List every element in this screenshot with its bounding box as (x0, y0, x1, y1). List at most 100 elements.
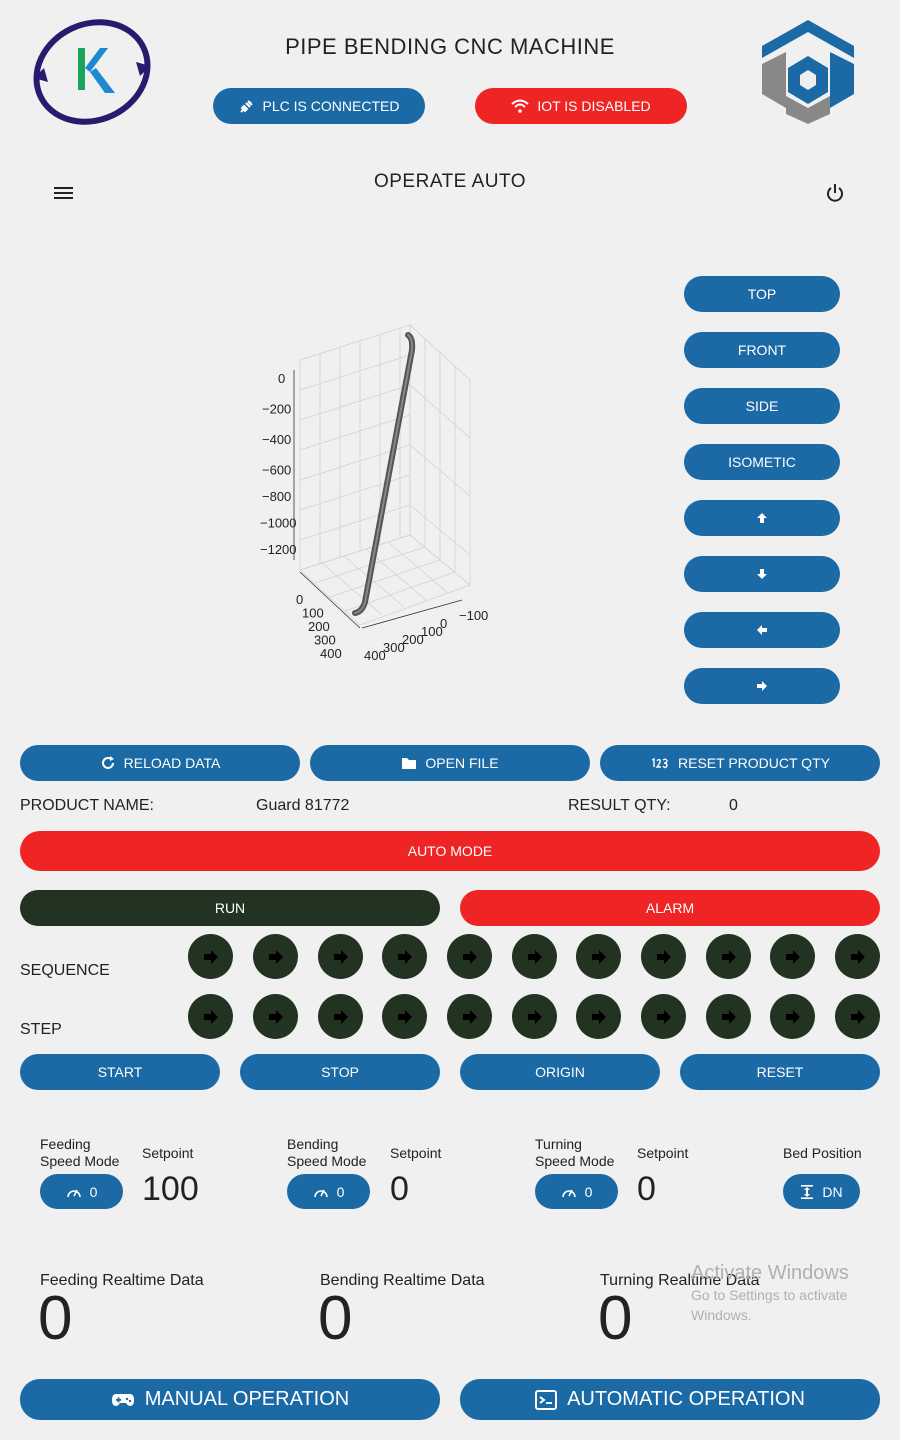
step-indicator-11 (835, 994, 880, 1039)
reload-data-button[interactable]: RELOAD DATA (20, 745, 300, 781)
company-logo (30, 18, 155, 126)
plug-icon (239, 100, 253, 113)
arrow-right-icon (721, 1009, 736, 1024)
arrow-right-icon (462, 1009, 477, 1024)
arrow-right-button[interactable] (684, 668, 840, 704)
run-indicator: RUN (20, 890, 440, 926)
sequence-indicator-9 (706, 934, 751, 979)
start-button[interactable]: START (20, 1054, 220, 1090)
bending-setpoint-value: 0 (390, 1170, 409, 1208)
view-button-label: TOP (747, 286, 777, 302)
step-indicator-7 (576, 994, 621, 1039)
open-file-label: OPEN FILE (425, 755, 499, 771)
sequence-label: SEQUENCE (20, 962, 110, 979)
z-tick-label: −600 (262, 463, 291, 478)
alarm-indicator: ALARM (460, 890, 880, 926)
gamepad-icon (111, 1393, 134, 1406)
step-indicator-9 (706, 994, 751, 1039)
product-name-value: Guard 81772 (256, 797, 350, 814)
z-tick-label: −1000 (260, 516, 297, 531)
view-button-1[interactable]: FRONT (684, 332, 840, 368)
menu-icon[interactable] (54, 185, 74, 201)
arrow-left-button[interactable] (684, 612, 840, 648)
arrow-right-icon (203, 1009, 218, 1024)
step-indicator-4 (382, 994, 427, 1039)
folder-icon (402, 758, 417, 769)
turning-realtime-label: Turning Realtime Data (600, 1272, 760, 1289)
arrow-right-icon (462, 949, 477, 964)
page-title: OPERATE AUTO (373, 171, 527, 192)
arrow-right-icon (721, 949, 736, 964)
sequence-indicator-8 (641, 934, 686, 979)
step-indicator-3 (318, 994, 363, 1039)
activate-windows-line2: Go to Settings to activate (691, 1287, 848, 1303)
start-label: START (97, 1064, 143, 1080)
bending-realtime-label: Bending Realtime Data (320, 1272, 485, 1289)
feeding-speed-mode-button[interactable]: 0 (40, 1174, 123, 1209)
power-icon[interactable] (825, 183, 845, 203)
sequence-indicator-11 (835, 934, 880, 979)
automatic-operation-button[interactable]: AUTOMATIC OPERATION (460, 1379, 880, 1420)
arrow-right-icon (656, 1009, 671, 1024)
arrow-down-icon (757, 569, 767, 579)
arrow-down-button[interactable] (684, 556, 840, 592)
arrow-right-icon (268, 949, 283, 964)
arrow-up-button[interactable] (684, 500, 840, 536)
bending-setpoint-label: Setpoint (390, 1145, 442, 1161)
feeding-speed-mode-label-2: Speed Mode (40, 1153, 120, 1169)
step-label: STEP (20, 1021, 62, 1038)
iot-status-button[interactable]: IOT IS DISABLED (475, 88, 687, 124)
wifi-icon (511, 99, 529, 113)
arrow-right-icon (333, 1009, 348, 1024)
plc-status-button[interactable]: PLC IS CONNECTED (213, 88, 425, 124)
arrow-right-icon (333, 949, 348, 964)
view-button-0[interactable]: TOP (684, 276, 840, 312)
open-file-button[interactable]: OPEN FILE (310, 745, 590, 781)
manual-operation-label: MANUAL OPERATION (144, 1388, 350, 1410)
y-tick-label: 0 (440, 616, 447, 631)
turning-speed-mode-button[interactable]: 0 (535, 1174, 618, 1209)
reload-data-label: RELOAD DATA (123, 755, 221, 771)
reset-product-qty-label: RESET PRODUCT QTY (678, 755, 830, 771)
brand-logo (758, 18, 858, 126)
sequence-indicator-2 (253, 934, 298, 979)
speedometer-icon (66, 1189, 81, 1197)
step-indicator-8 (641, 994, 686, 1039)
z-tick-label: −1200 (260, 542, 297, 557)
step-indicator-6 (512, 994, 557, 1039)
z-tick-label: −400 (262, 432, 291, 447)
turning-setpoint-label: Setpoint (637, 1145, 689, 1161)
feeding-setpoint-value: 100 (142, 1170, 199, 1208)
stop-label: STOP (321, 1064, 359, 1080)
origin-button[interactable]: ORIGIN (460, 1054, 660, 1090)
x-tick-label: 100 (302, 606, 324, 621)
bending-realtime-value: 0 (318, 1284, 353, 1353)
bending-speed-mode-button[interactable]: 0 (287, 1174, 370, 1209)
activate-windows-line3: Windows. (691, 1307, 752, 1323)
view-button-label: FRONT (737, 342, 787, 358)
feeding-realtime-label: Feeding Realtime Data (40, 1272, 204, 1289)
stop-button[interactable]: STOP (240, 1054, 440, 1090)
view-button-3[interactable]: ISOMETIC (684, 444, 840, 480)
arrow-right-icon (656, 949, 671, 964)
manual-operation-button[interactable]: MANUAL OPERATION (20, 1379, 440, 1420)
reset-button[interactable]: RESET (680, 1054, 880, 1090)
automatic-operation-label: AUTOMATIC OPERATION (567, 1388, 805, 1410)
bed-position-button[interactable]: DN (783, 1174, 860, 1209)
run-label: RUN (214, 900, 246, 916)
arrow-right-icon (527, 1009, 542, 1024)
iot-status-label: IOT IS DISABLED (537, 98, 651, 114)
pipe-3d-plot: 0 −200 −400 −600 −800 −1000 −1200 0 100 200 300 40… (250, 310, 490, 670)
reset-product-qty-button[interactable]: RESET PRODUCT QTY (600, 745, 880, 781)
origin-label: ORIGIN (535, 1064, 585, 1080)
auto-mode-label: AUTO MODE (407, 843, 493, 859)
y-tick-label: 300 (383, 640, 405, 655)
turning-speed-mode-label-2: Speed Mode (535, 1153, 615, 1169)
turning-speed-mode-value: 0 (584, 1183, 593, 1200)
view-button-2[interactable]: SIDE (684, 388, 840, 424)
turning-speed-mode-label-1: Turning (535, 1136, 582, 1152)
refresh-icon (101, 756, 114, 769)
auto-mode-bar: AUTO MODE (20, 831, 880, 871)
step-indicator-2 (253, 994, 298, 1039)
sequence-indicator-7 (576, 934, 621, 979)
